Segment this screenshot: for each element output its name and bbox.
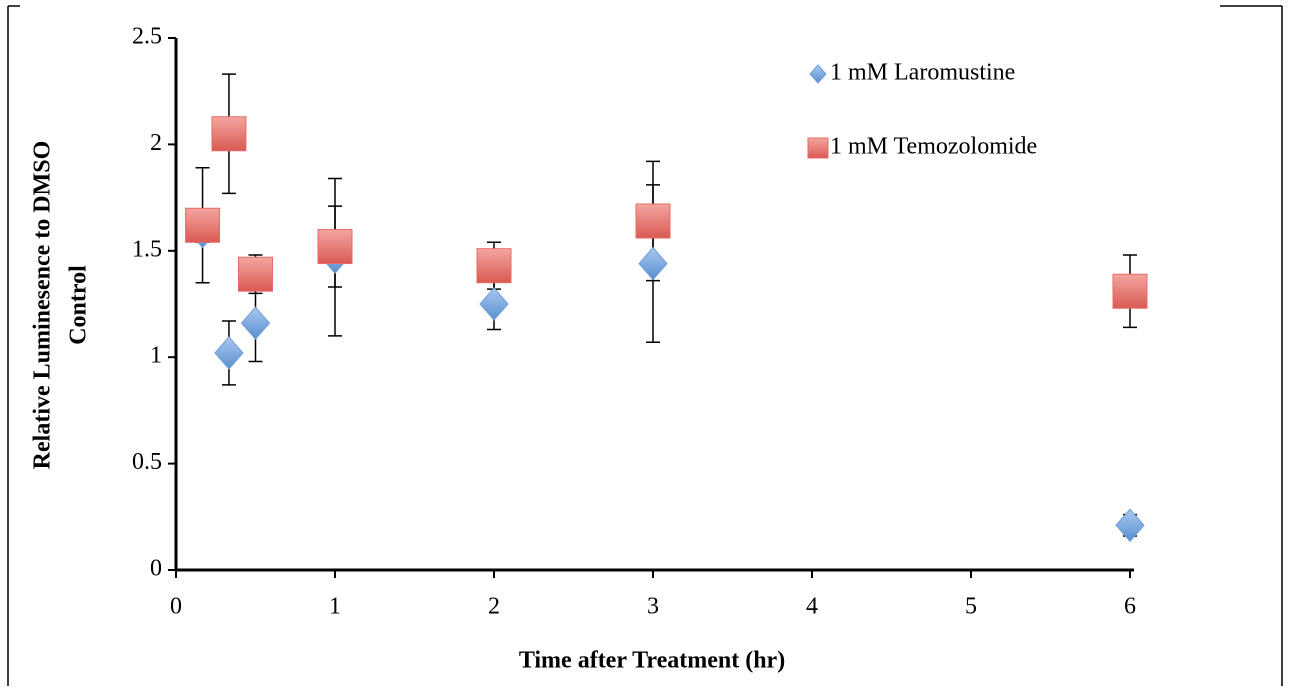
point	[638, 246, 668, 281]
y-axis-title: Control	[66, 265, 92, 345]
y-tick-label: 2.5	[132, 24, 162, 50]
point	[185, 207, 221, 243]
legend-marker	[807, 137, 829, 159]
y-tick-label: 2	[150, 130, 162, 156]
x-tick-label: 5	[965, 594, 977, 620]
point	[635, 203, 671, 239]
x-tick-label: 0	[170, 594, 182, 620]
point	[240, 306, 271, 340]
y-tick-label: 1.5	[132, 236, 162, 262]
x-tick-label: 3	[647, 594, 659, 620]
legend-label: 1 mM Laromustine	[830, 60, 1015, 86]
legend-label: 1 mM Temozolomide	[830, 134, 1037, 160]
y-tick-label: 1	[150, 343, 162, 369]
legend-marker	[809, 64, 827, 84]
x-tick-label: 2	[488, 594, 500, 620]
point	[479, 287, 509, 321]
point	[214, 336, 244, 370]
x-tick-label: 1	[329, 594, 341, 620]
point	[1112, 273, 1148, 309]
point	[211, 116, 247, 152]
point	[238, 256, 273, 292]
point	[317, 229, 353, 265]
point	[476, 248, 512, 284]
x-axis-title: Time after Treatment (hr)	[519, 648, 785, 674]
x-tick-label: 4	[806, 594, 818, 620]
point	[1115, 508, 1145, 543]
y-tick-label: 0.5	[132, 449, 162, 475]
y-tick-label: 0	[150, 556, 162, 582]
x-tick-label: 6	[1124, 594, 1136, 620]
y-axis-title: Relative Luminesence to DMSO	[30, 141, 56, 470]
